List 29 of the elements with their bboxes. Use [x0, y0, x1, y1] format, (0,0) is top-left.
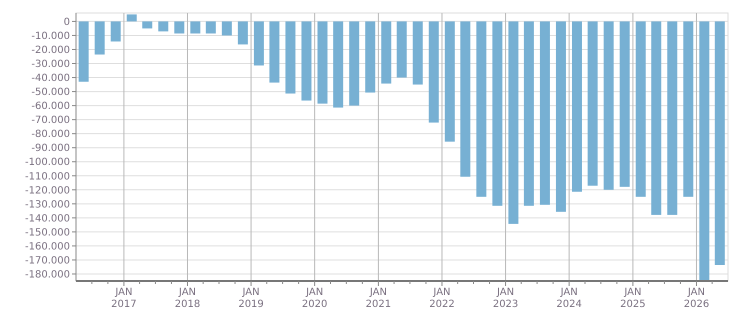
y-tick-label: -170.000: [25, 255, 70, 266]
x-tick-label: JAN 2020: [302, 287, 328, 310]
y-tick-label: -30.000: [31, 59, 70, 70]
y-tick-label: -150.000: [25, 227, 70, 238]
x-tick-label: JAN 2024: [556, 287, 582, 310]
y-tick-label: -100.000: [25, 157, 70, 168]
y-tick-label: -60.000: [31, 101, 70, 112]
y-tick-label: -130.000: [25, 199, 70, 210]
x-tick-label: JAN 2022: [429, 287, 455, 310]
x-tick-label: JAN 2017: [111, 287, 137, 310]
y-tick-label: -180.000: [25, 269, 70, 280]
y-tick-label: -40.000: [31, 73, 70, 84]
y-tick-label: -70.000: [31, 115, 70, 126]
x-tick-label: JAN 2025: [620, 287, 646, 310]
x-tick-label: JAN 2021: [366, 287, 392, 310]
x-tick-label: JAN 2026: [684, 287, 710, 310]
x-tick-label: JAN 2018: [174, 287, 200, 310]
y-tick-label: -140.000: [25, 213, 70, 224]
x-tick-label: JAN 2019: [238, 287, 264, 310]
y-tick-label: 0: [64, 16, 70, 28]
y-tick-label: -110.000: [25, 171, 70, 182]
y-tick-label: -80.000: [31, 129, 70, 140]
y-tick-label: -10.000: [31, 30, 70, 42]
y-tick-label: -50.000: [31, 87, 70, 98]
y-tick-label: -20.000: [31, 44, 70, 56]
y-tick-label: -160.000: [25, 241, 70, 252]
y-tick-label: -120.000: [25, 185, 70, 196]
y-tick-label: -90.000: [31, 143, 70, 154]
x-tick-label: JAN 2023: [492, 287, 518, 310]
